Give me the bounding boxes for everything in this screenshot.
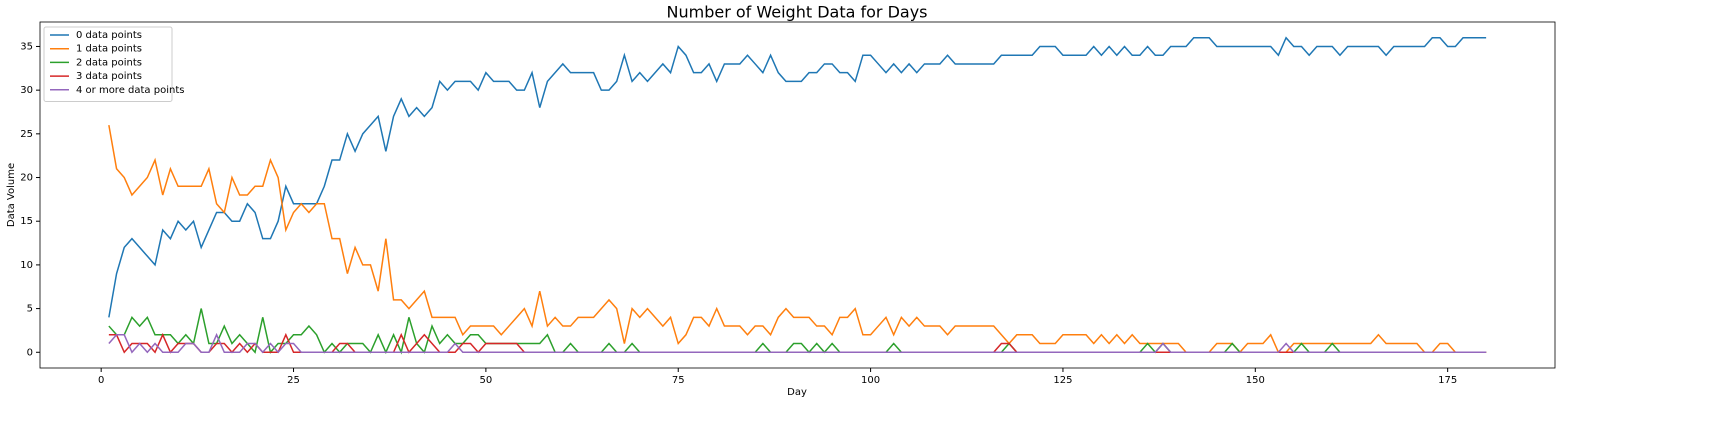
y-axis-label: Data Volume	[6, 163, 17, 227]
x-tick-label: 100	[861, 375, 880, 386]
x-tick-label: 75	[672, 375, 685, 386]
chart-title: Number of Weight Data for Days	[667, 3, 928, 22]
x-tick-label: 50	[480, 375, 493, 386]
y-tick-label: 30	[20, 85, 33, 96]
plot-frame	[39, 21, 1556, 369]
x-tick-label: 175	[1438, 375, 1457, 386]
x-tick-label: 0	[98, 375, 104, 386]
legend-label: 0 data points	[76, 30, 142, 41]
x-tick-label: 125	[1053, 375, 1072, 386]
series-line	[108, 36, 1487, 318]
y-tick-label: 25	[20, 129, 33, 140]
legend-label: 2 data points	[76, 57, 142, 68]
x-tick-label: 25	[287, 375, 300, 386]
x-axis-label: Day	[787, 387, 807, 398]
legend-box	[43, 26, 173, 102]
y-tick-label: 0	[27, 347, 33, 358]
y-tick-label: 5	[27, 304, 33, 315]
legend-label: 3 data points	[76, 71, 142, 82]
y-tick-label: 35	[20, 41, 33, 52]
legend-label: 4 or more data points	[76, 85, 184, 96]
legend-label: 1 data points	[76, 44, 142, 55]
y-tick-label: 15	[20, 216, 33, 227]
y-tick-label: 10	[20, 260, 33, 271]
y-tick-label: 20	[20, 173, 33, 184]
series-line	[108, 332, 1487, 354]
series-line	[108, 124, 1487, 354]
x-tick-label: 150	[1246, 375, 1265, 386]
